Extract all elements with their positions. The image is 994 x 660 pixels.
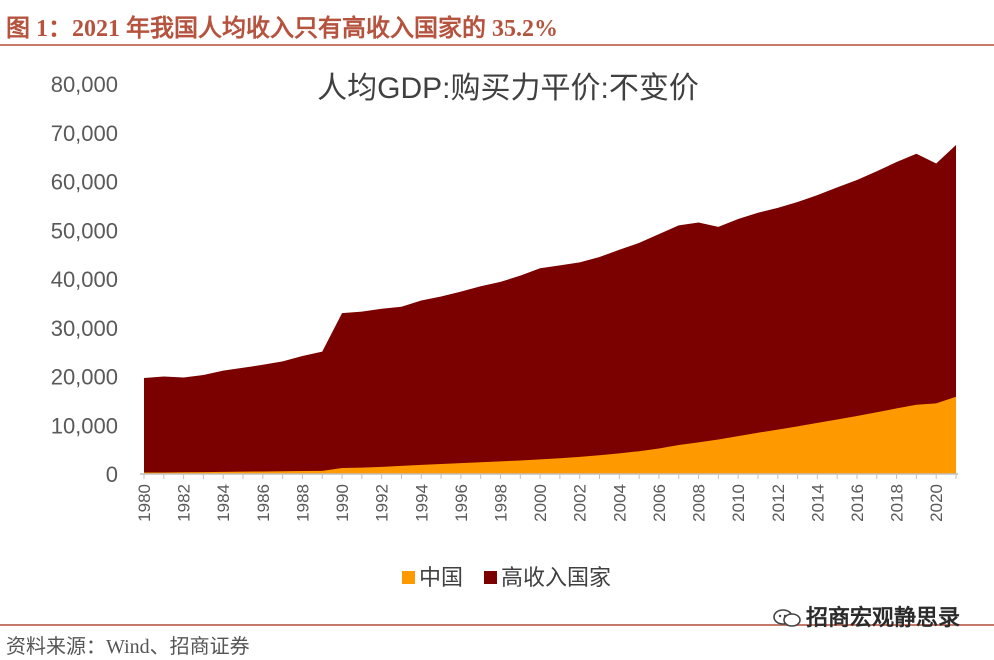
top-rule	[0, 44, 994, 46]
chart-title: 人均GDP:购买力平价:不变价	[317, 72, 699, 105]
x-tick-label: 1992	[373, 484, 392, 522]
x-tick-label: 1996	[452, 484, 471, 522]
x-tick-label: 2020	[927, 484, 946, 522]
y-tick-label: 10,000	[51, 413, 118, 438]
y-tick-label: 50,000	[51, 218, 118, 243]
legend-label-china: 中国	[419, 565, 463, 590]
area-series-china	[144, 396, 956, 474]
watermark-text: 招商宏观静思录	[805, 605, 960, 630]
bottom-rule	[0, 624, 994, 626]
x-tick-label: 1994	[412, 484, 431, 522]
x-tick-label: 1982	[175, 484, 194, 522]
x-tick-label: 1984	[214, 484, 233, 522]
x-tick-label: 1986	[254, 484, 273, 522]
x-tick-label: 2000	[531, 484, 550, 522]
wechat-icon	[773, 609, 801, 627]
figure-title: 图 1：2021 年我国人均收入只有高收入国家的 35.2%	[6, 16, 558, 42]
x-tick-label: 2014	[808, 484, 827, 522]
area-series-high-income	[144, 144, 956, 474]
x-tick-label: 2004	[610, 484, 629, 522]
y-tick-label: 70,000	[51, 121, 118, 146]
watermark: 招商宏观静思录	[772, 600, 960, 632]
legend-label-high-income: 高收入国家	[501, 565, 611, 590]
y-tick-label: 60,000	[51, 170, 118, 195]
y-tick-label: 80,000	[51, 72, 118, 97]
x-tick-label: 1980	[135, 484, 154, 522]
x-tick-label: 2002	[571, 484, 590, 522]
x-tick-label: 2018	[888, 484, 907, 522]
x-tick-label: 2010	[729, 484, 748, 522]
x-tick-label: 1998	[491, 484, 510, 522]
x-tick-label: 1990	[333, 484, 352, 522]
y-tick-label: 20,000	[51, 365, 118, 390]
legend-swatch-china	[402, 571, 415, 584]
y-tick-label: 40,000	[51, 267, 118, 292]
x-tick-label: 2012	[769, 484, 788, 522]
x-tick-label: 2016	[848, 484, 867, 522]
x-tick-label: 2008	[690, 484, 709, 522]
source-note: 资料来源：Wind、招商证券	[6, 636, 250, 658]
y-tick-label: 0	[106, 462, 118, 487]
x-tick-label: 2006	[650, 484, 669, 522]
legend-swatch-high-income	[484, 571, 497, 584]
x-tick-label: 1988	[293, 484, 312, 522]
y-tick-label: 30,000	[51, 316, 118, 341]
